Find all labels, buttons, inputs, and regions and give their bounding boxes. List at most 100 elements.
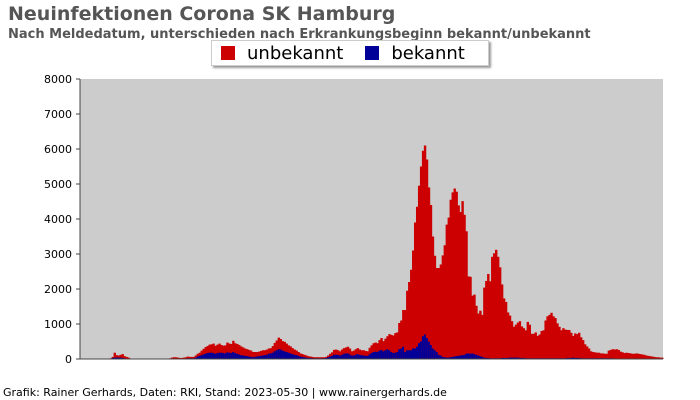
bar-unbekannt (186, 356, 190, 359)
bar-bekannt (255, 356, 259, 359)
bar-bekannt (386, 349, 389, 359)
bar-unbekannt (578, 332, 581, 359)
bar-bekannt (412, 348, 415, 359)
bar-unbekannt (447, 217, 450, 359)
bar-bekannt (216, 353, 219, 359)
bar-bekannt (390, 352, 393, 359)
bar-unbekannt (402, 310, 405, 359)
bar-bekannt (198, 355, 201, 359)
bar-unbekannt (354, 349, 358, 359)
bar-bekannt (295, 355, 298, 359)
bar-unbekannt (180, 357, 184, 359)
bar-bekannt (194, 357, 197, 359)
bar-bekannt (437, 354, 441, 359)
bar-unbekannt (366, 351, 369, 359)
bar-bekannt (259, 355, 263, 359)
bar-bekannt (439, 355, 443, 359)
bar-bekannt (500, 357, 504, 359)
bar-unbekannt (329, 353, 332, 359)
bar-unbekannt (336, 350, 340, 359)
y-tick-label: 3000 (44, 248, 72, 261)
bar-unbekannt (530, 333, 533, 359)
bar-bekannt (330, 355, 334, 359)
bar-bekannt (427, 341, 431, 359)
bar-unbekannt (404, 310, 407, 359)
bar-unbekannt (627, 353, 630, 359)
bar-unbekannt (433, 255, 437, 359)
y-tick-label: 5000 (44, 178, 72, 191)
bar-bekannt (240, 355, 243, 359)
bar-unbekannt (574, 333, 577, 359)
bar-unbekannt (526, 321, 530, 359)
bar-unbekannt (251, 352, 255, 359)
bar-unbekannt (346, 346, 350, 359)
bar-bekannt (299, 356, 302, 359)
bar-unbekannt (481, 314, 484, 359)
bar-unbekannt (655, 357, 658, 359)
bar-unbekannt (536, 335, 539, 359)
bar-bekannt (408, 350, 411, 359)
bar-unbekannt (297, 352, 300, 359)
chart-legend: unbekannt bekannt (211, 40, 489, 66)
bar-unbekannt (289, 346, 292, 359)
bar-unbekannt (427, 187, 431, 359)
bar-bekannt (485, 357, 488, 359)
bar-bekannt (475, 354, 478, 359)
bar-bekannt (429, 345, 433, 359)
bar-unbekannt (392, 335, 395, 359)
bar-unbekannt (384, 338, 387, 359)
bar-unbekannt (560, 330, 563, 359)
bar-unbekannt (633, 353, 636, 359)
bar-unbekannt (568, 329, 571, 359)
bar-unbekannt (471, 295, 474, 359)
bar-bekannt (200, 355, 203, 359)
bar-unbekannt (603, 353, 607, 359)
bar-unbekannt (301, 354, 304, 359)
bar-unbekannt (117, 355, 120, 359)
bar-unbekannt (412, 250, 415, 359)
bar-unbekannt (212, 343, 215, 359)
bar-unbekannt (382, 341, 385, 359)
bar-unbekannt (637, 353, 640, 359)
bar-bekannt (232, 352, 235, 359)
bar-bekannt (212, 353, 215, 359)
bar-unbekannt (249, 350, 253, 359)
bar-bekannt (469, 353, 472, 359)
bar-bekannt (325, 357, 328, 359)
bar-unbekannt (647, 355, 650, 359)
bar-bekannt (275, 350, 279, 359)
chart-subtitle: Nach Meldedatum, unterschieden nach Erkr… (8, 27, 591, 42)
bar-bekannt (342, 353, 346, 359)
bar-unbekannt (279, 339, 282, 359)
bar-bekannt (277, 349, 281, 359)
bar-unbekannt (360, 350, 364, 359)
bar-bekannt (504, 357, 508, 359)
bar-unbekannt (417, 185, 421, 359)
bar-unbekannt (607, 350, 611, 359)
bar-unbekannt (204, 347, 207, 359)
bar-bekannt (246, 356, 249, 359)
bar-bekannt (574, 357, 577, 359)
bar-bekannt (453, 356, 456, 359)
bar-unbekannt (483, 287, 486, 359)
bar-bekannt (279, 349, 282, 359)
bar-bekannt (419, 341, 423, 359)
bar-bekannt (449, 357, 452, 359)
bar-bekannt (402, 346, 405, 359)
bar-unbekannt (649, 356, 652, 359)
bar-bekannt (269, 353, 273, 359)
bar-bekannt (305, 357, 308, 359)
chart-credit: Grafik: Rainer Gerhards, Daten: RKI, Sta… (3, 386, 447, 399)
bar-unbekannt (544, 320, 547, 359)
bar-unbekannt (475, 305, 478, 359)
bar-bekannt (265, 354, 269, 359)
bar-unbekannt (200, 350, 203, 359)
bar-unbekannt (283, 341, 286, 359)
bar-bekannt (344, 353, 348, 359)
bar-unbekannt (390, 334, 393, 359)
bar-bekannt (376, 352, 379, 359)
bar-unbekannt (356, 348, 360, 359)
bar-unbekannt (218, 343, 221, 359)
bar-bekannt (457, 355, 460, 359)
bar-bekannt (356, 354, 360, 359)
